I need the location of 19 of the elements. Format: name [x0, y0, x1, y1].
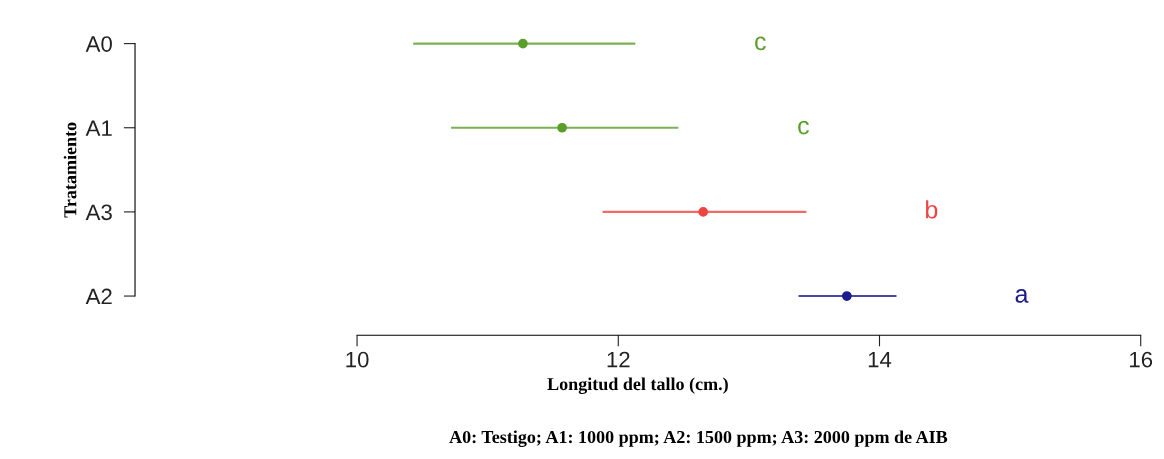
y-tick-label: A3: [85, 204, 112, 221]
point: [698, 207, 709, 217]
point: [841, 291, 852, 301]
text: A0: Testigo; A1: 1000 ppm; A2: 1500 ppm; A3: 2000 ppm de AIB: [449, 430, 948, 447]
point: [518, 38, 528, 49]
x-tick-label: 16: [1130, 351, 1153, 368]
y-tick-label: A1: [85, 120, 112, 136]
annotation: c: [755, 36, 766, 51]
x-tick-label: 12: [607, 351, 630, 368]
y-axis-title: Tratamiento: [63, 122, 77, 218]
point: [557, 122, 567, 133]
annotation: a: [1015, 289, 1029, 303]
annotation: c: [798, 120, 809, 135]
x-axis-title: Longitud del tallo (cm.): [547, 377, 728, 394]
x-tick-label: 10: [346, 351, 369, 368]
y-tick-label: A2: [85, 288, 112, 305]
x-tick-label: 14: [868, 351, 892, 368]
annotation: b: [926, 200, 938, 219]
y-tick-label: A0: [85, 36, 112, 52]
